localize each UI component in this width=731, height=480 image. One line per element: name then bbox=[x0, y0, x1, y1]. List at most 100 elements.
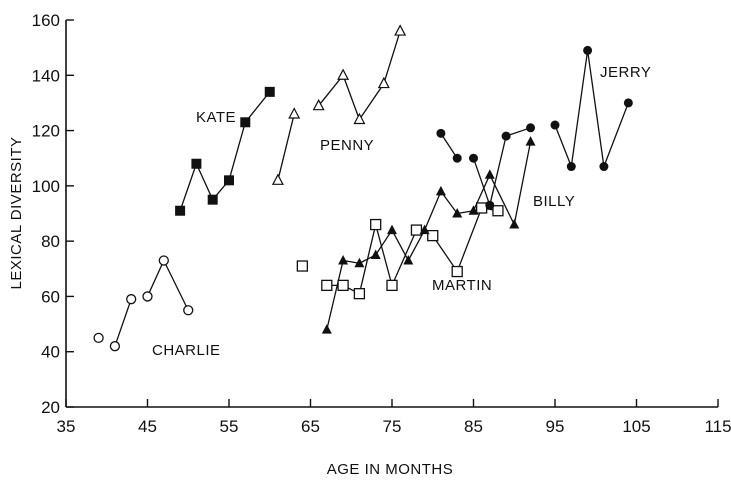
point-billy bbox=[525, 136, 536, 146]
point-charlie bbox=[183, 305, 194, 316]
line-penny bbox=[318, 74, 344, 107]
line-charlie bbox=[163, 260, 189, 311]
point-billy bbox=[403, 254, 414, 265]
point-penny bbox=[271, 173, 284, 185]
y-tick-label: 80 bbox=[41, 232, 60, 251]
point-billy bbox=[354, 257, 365, 268]
line-billy bbox=[489, 174, 515, 225]
y-tick-label: 60 bbox=[41, 287, 60, 306]
line-jerry bbox=[603, 102, 629, 167]
line-billy bbox=[513, 141, 532, 225]
y-tick-label: 100 bbox=[32, 177, 60, 196]
point-billy bbox=[435, 185, 446, 196]
y-tick-label: 40 bbox=[41, 343, 60, 362]
point-jerry bbox=[452, 153, 462, 163]
point-jerry bbox=[623, 98, 633, 108]
x-tick-label: 55 bbox=[220, 417, 239, 436]
point-jerry bbox=[501, 131, 511, 141]
point-penny bbox=[394, 24, 407, 36]
line-martin bbox=[391, 229, 418, 286]
series-label-penny: PENNY bbox=[320, 137, 374, 154]
point-jerry bbox=[526, 123, 536, 133]
point-martin bbox=[451, 265, 463, 278]
point-charlie bbox=[142, 291, 153, 302]
line-billy bbox=[391, 229, 409, 261]
point-martin bbox=[410, 224, 423, 236]
point-penny bbox=[353, 112, 366, 125]
line-kate bbox=[195, 163, 214, 200]
x-tick-label: 35 bbox=[57, 417, 76, 436]
x-axis-title: AGE IN MONTHS bbox=[327, 461, 454, 478]
point-kate bbox=[191, 158, 202, 169]
line-jerry bbox=[586, 50, 605, 167]
x-tick-label: 75 bbox=[383, 417, 402, 436]
x-tick-label: 45 bbox=[138, 417, 157, 436]
point-billy bbox=[509, 219, 520, 229]
line-martin bbox=[432, 235, 458, 272]
series-label-jerry: JERRY bbox=[600, 64, 651, 81]
point-jerry bbox=[566, 162, 576, 172]
x-tick-label: 105 bbox=[622, 417, 650, 436]
point-jerry bbox=[583, 45, 593, 55]
line-jerry bbox=[570, 50, 589, 167]
point-jerry bbox=[485, 200, 495, 210]
line-penny bbox=[383, 30, 401, 84]
series-label-charlie: CHARLIE bbox=[152, 342, 221, 359]
y-tick-label: 140 bbox=[32, 66, 60, 85]
point-jerry bbox=[599, 162, 609, 172]
point-charlie bbox=[158, 255, 169, 266]
x-tick-label: 95 bbox=[546, 417, 565, 436]
line-jerry bbox=[489, 135, 507, 206]
line-jerry bbox=[554, 124, 572, 167]
point-penny bbox=[337, 68, 350, 80]
point-penny bbox=[377, 76, 390, 89]
line-martin bbox=[375, 224, 393, 286]
x-tick-label: 115 bbox=[704, 417, 731, 436]
point-martin bbox=[353, 288, 366, 300]
line-billy bbox=[326, 260, 344, 330]
line-penny bbox=[358, 83, 385, 120]
point-kate bbox=[175, 205, 186, 216]
point-martin bbox=[475, 202, 488, 214]
point-billy bbox=[452, 208, 463, 218]
point-martin bbox=[427, 229, 439, 242]
line-kate bbox=[228, 122, 246, 181]
point-charlie bbox=[93, 332, 104, 344]
point-billy bbox=[387, 224, 397, 235]
line-charlie bbox=[146, 260, 165, 297]
point-martin bbox=[386, 279, 398, 292]
series-markers bbox=[93, 24, 633, 352]
series-label-kate: KATE bbox=[196, 109, 236, 126]
series-lines bbox=[114, 30, 629, 347]
y-tick-label: 120 bbox=[32, 122, 60, 141]
point-kate bbox=[207, 194, 218, 205]
point-jerry bbox=[469, 153, 478, 163]
point-billy bbox=[338, 254, 349, 265]
point-billy bbox=[419, 224, 430, 235]
point-kate bbox=[240, 117, 251, 128]
point-penny bbox=[312, 98, 325, 111]
line-martin bbox=[456, 207, 483, 272]
line-charlie bbox=[114, 298, 132, 347]
series-labels: CHARLIE KATE PENNY MARTIN BILLY JERRY bbox=[152, 64, 651, 359]
point-billy bbox=[370, 249, 381, 259]
point-charlie bbox=[126, 294, 137, 305]
line-billy bbox=[424, 191, 442, 231]
y-tick-label: 160 bbox=[32, 11, 60, 30]
line-penny bbox=[342, 75, 361, 120]
x-tick-label: 65 bbox=[301, 417, 320, 436]
point-billy bbox=[468, 205, 479, 215]
point-charlie bbox=[109, 341, 121, 352]
line-kate bbox=[179, 163, 198, 211]
point-billy bbox=[321, 324, 332, 334]
line-jerry bbox=[472, 158, 491, 206]
point-martin bbox=[492, 205, 504, 217]
series-label-martin: MARTIN bbox=[432, 277, 492, 294]
line-penny bbox=[277, 113, 295, 181]
point-kate bbox=[264, 86, 275, 97]
line-billy bbox=[375, 229, 393, 256]
point-jerry bbox=[436, 128, 446, 138]
y-axis-title: LEXICAL DIVERSITY bbox=[8, 137, 25, 290]
point-martin bbox=[296, 260, 309, 272]
